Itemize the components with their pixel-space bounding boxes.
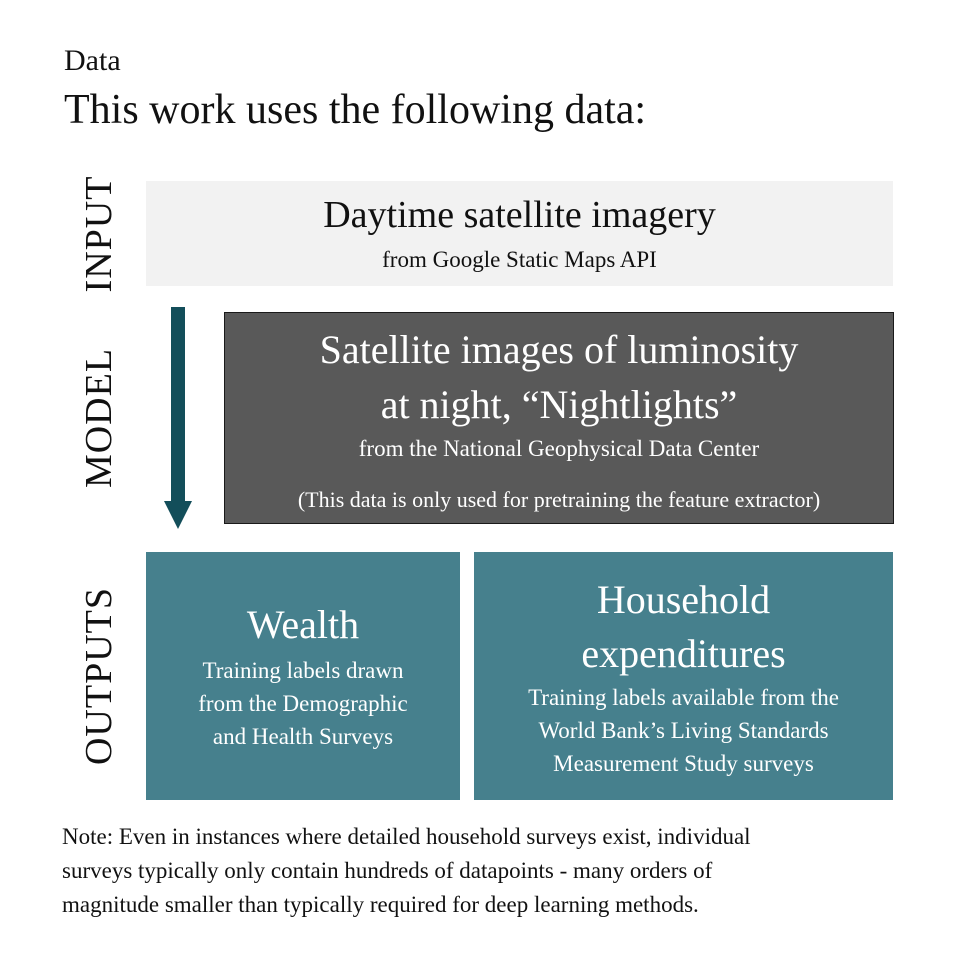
model-box: Satellite images of luminosity at night,…	[224, 312, 894, 524]
model-box-title-line1: Satellite images of luminosity	[319, 326, 799, 372]
arrow-head	[164, 501, 192, 529]
input-box-title: Daytime satellite imagery	[323, 194, 716, 236]
input-box: Daytime satellite imagery from Google St…	[146, 181, 893, 286]
household-box-title-line2: expenditures	[581, 630, 786, 676]
wealth-desc-line1: Training labels drawn	[202, 657, 404, 683]
model-box-note: (This data is only used for pretraining …	[297, 486, 821, 512]
section-label: Data	[64, 44, 121, 77]
wealth-box-title: Wealth	[246, 601, 360, 647]
model-box-title-line2: at night, “Nightlights”	[380, 381, 738, 427]
footer-note-line2: surveys typically only contain hundreds …	[62, 858, 713, 883]
footer-note-line1: Note: Even in instances where detailed h…	[62, 824, 751, 849]
wealth-desc-line3: and Health Surveys	[212, 723, 394, 749]
page-title: This work uses the following data:	[64, 87, 647, 133]
household-desc-line1: Training labels available from the	[528, 684, 839, 710]
model-box-source: from the National Geophysical Data Cente…	[358, 435, 760, 461]
input-stage-label: INPUT	[78, 175, 120, 293]
household-box: Household expenditures Training labels a…	[474, 552, 893, 800]
model-stage-label: MODEL	[78, 347, 120, 489]
arrow-down-icon	[164, 307, 192, 529]
household-desc-line2: World Bank’s Living Standards	[538, 717, 829, 743]
input-box-source: from Google Static Maps API	[382, 247, 657, 272]
household-box-title-line1: Household	[596, 576, 771, 622]
household-desc-line3: Measurement Study surveys	[553, 750, 814, 776]
arrow-shaft	[171, 307, 185, 501]
wealth-box: Wealth Training labels drawn from the De…	[146, 552, 460, 800]
footer-note-line3: magnitude smaller than typically require…	[62, 892, 699, 917]
footer-note: Note: Even in instances where detailed h…	[62, 820, 922, 922]
outputs-stage-label: OUTPUTS	[78, 586, 120, 766]
wealth-desc-line2: from the Demographic	[198, 690, 408, 716]
